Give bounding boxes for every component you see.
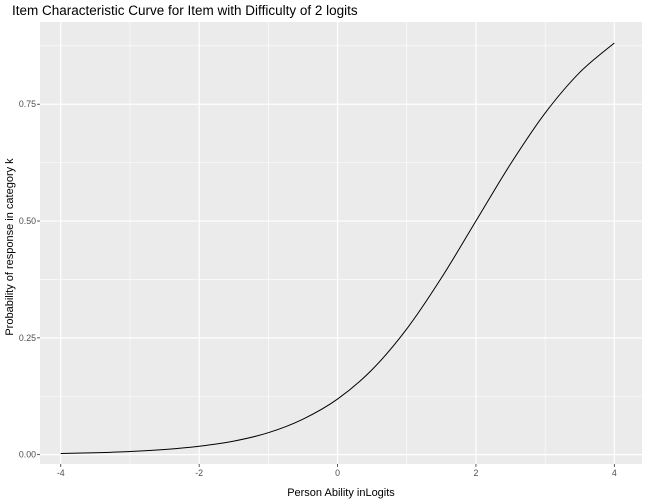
- x-tick-label: -4: [57, 468, 65, 478]
- x-axis-title: Person Ability inLogits: [287, 487, 395, 499]
- x-tick-label: 0: [335, 468, 340, 478]
- y-tick-label: 0.25: [19, 333, 36, 343]
- series-line: [60, 42, 615, 454]
- y-tick-label: 0.00: [19, 450, 36, 460]
- x-tick-label: 2: [473, 468, 478, 478]
- chart-title: Item Characteristic Curve for Item with …: [12, 3, 358, 18]
- x-tick-label: -2: [195, 468, 203, 478]
- series-layer: [60, 42, 615, 454]
- ticks-layer: -4 -2 0 2 4 0.00 0.25 0.50 0.75: [19, 99, 617, 478]
- y-tick-label: 0.75: [19, 99, 36, 109]
- major-gridlines: [40, 22, 642, 464]
- plot-panel: [40, 22, 642, 464]
- y-tick-label: 0.50: [19, 216, 36, 226]
- x-tick-label: 4: [612, 468, 617, 478]
- y-axis-title: Probability of response in category k: [4, 158, 16, 336]
